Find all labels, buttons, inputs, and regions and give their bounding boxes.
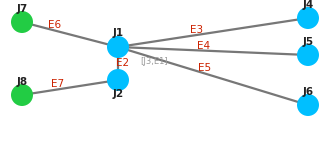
Text: J6: J6 [302, 87, 314, 97]
Text: E6: E6 [48, 20, 62, 30]
Text: J7: J7 [16, 4, 28, 14]
Circle shape [297, 44, 319, 66]
Text: E7: E7 [51, 79, 64, 89]
Text: J5: J5 [302, 37, 314, 47]
Circle shape [297, 94, 319, 116]
Text: E3: E3 [191, 25, 204, 35]
Text: J4: J4 [302, 0, 314, 10]
Circle shape [107, 36, 129, 58]
Text: E2: E2 [116, 59, 130, 69]
Circle shape [11, 11, 33, 33]
Text: J1: J1 [113, 28, 124, 38]
Circle shape [11, 84, 33, 106]
Text: E5: E5 [198, 63, 212, 73]
Circle shape [107, 69, 129, 91]
Text: J2: J2 [113, 89, 124, 99]
Text: [J3,E1]: [J3,E1] [140, 57, 168, 66]
Circle shape [297, 7, 319, 29]
Text: E4: E4 [197, 41, 210, 51]
Text: J8: J8 [16, 77, 28, 87]
